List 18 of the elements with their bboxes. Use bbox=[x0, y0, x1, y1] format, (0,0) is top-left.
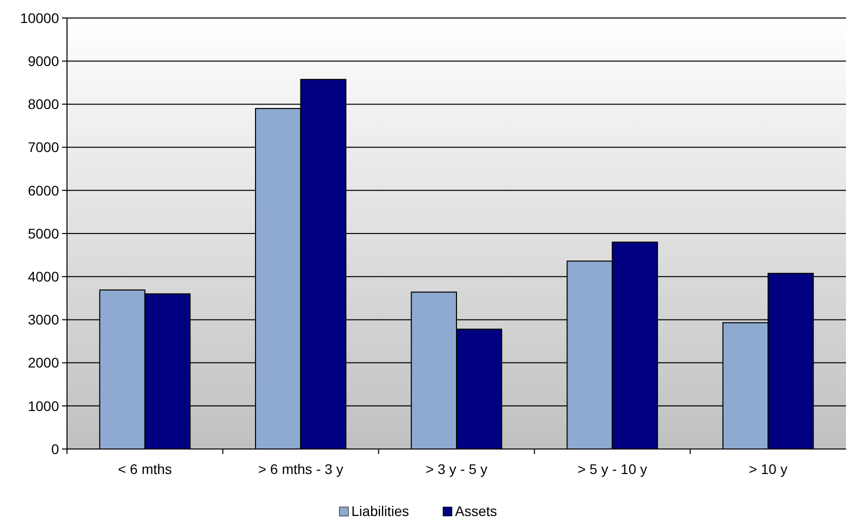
y-tick-label: 6000 bbox=[28, 182, 60, 198]
y-tick-label: 2000 bbox=[28, 354, 60, 371]
y-tick-label: 0 bbox=[51, 440, 60, 457]
y-tick-label: 3000 bbox=[28, 312, 60, 328]
x-tick-label: > 3 y - 5 y bbox=[426, 461, 488, 477]
y-tick-label: 10000 bbox=[20, 10, 60, 26]
y-tick-label: 1000 bbox=[28, 398, 60, 414]
y-tick-label: 4000 bbox=[28, 268, 60, 284]
y-tick-label: 7000 bbox=[28, 139, 60, 156]
legend-label: Liabilities bbox=[351, 503, 409, 519]
y-tick-label: 9000 bbox=[28, 53, 60, 69]
y-tick-label: 5000 bbox=[28, 225, 60, 242]
legend-label: Assets bbox=[455, 503, 498, 519]
y-tick-label: 8000 bbox=[28, 96, 60, 112]
x-tick-label: < 6 mths bbox=[118, 461, 172, 477]
x-tick-label: > 5 y - 10 y bbox=[577, 461, 648, 477]
x-tick-label: > 10 y bbox=[748, 461, 788, 477]
x-tick-label: > 6 mths - 3 y bbox=[258, 461, 344, 477]
